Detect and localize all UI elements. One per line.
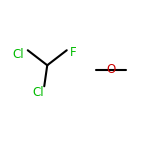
- Text: Cl: Cl: [32, 87, 44, 99]
- Text: O: O: [106, 63, 116, 76]
- Text: F: F: [70, 46, 77, 59]
- Text: Cl: Cl: [12, 48, 24, 60]
